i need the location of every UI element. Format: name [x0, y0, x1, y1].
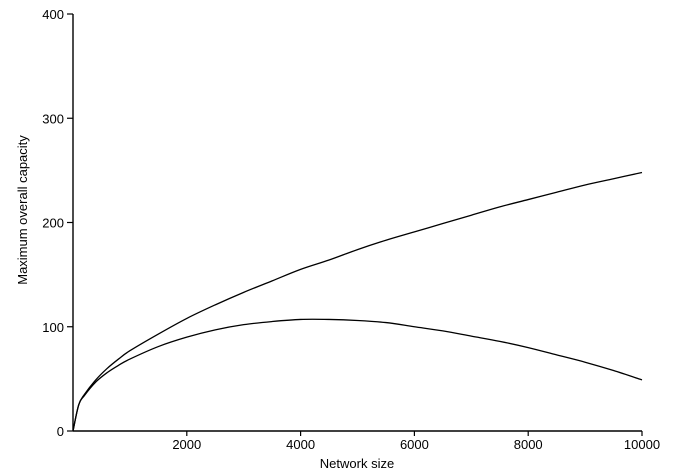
x-tick-label: 10000: [624, 437, 660, 452]
y-tick-label: 300: [42, 111, 64, 126]
x-tick-label: 2000: [172, 437, 201, 452]
y-tick-label: 200: [42, 216, 64, 231]
x-tick-label: 6000: [400, 437, 429, 452]
x-tick-label: 8000: [514, 437, 543, 452]
y-tick-label: 0: [57, 424, 64, 439]
series-layer: [72, 171, 643, 432]
x-axis-title: Network size: [320, 456, 394, 471]
axes-layer: [72, 14, 642, 432]
x-tick-label: 4000: [286, 437, 315, 452]
y-tick-label: 100: [42, 320, 64, 335]
ticks-layer: 0 100 200 300 400 2000 4000 6000 8000 10000: [42, 7, 660, 452]
y-axis-title: Maximum overall capacity: [15, 135, 30, 285]
y-tick-label: 400: [42, 7, 64, 22]
series-line-1: [72, 171, 643, 432]
series-line-2: [72, 318, 643, 432]
